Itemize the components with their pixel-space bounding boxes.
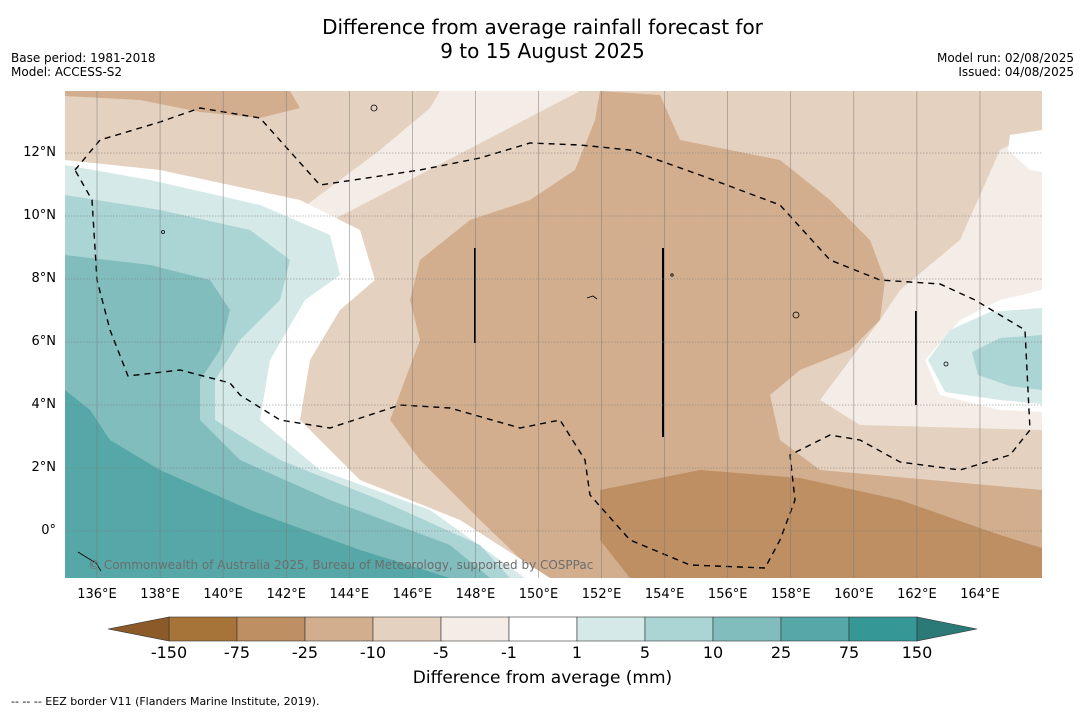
- x-tick-label: 162°E: [897, 587, 937, 602]
- colorbar-segment: [848, 616, 918, 642]
- y-tick-label: 12°N: [23, 145, 56, 160]
- map-fill: [65, 91, 1042, 578]
- footer-note: -- -- -- EEZ border V11 (Flanders Marine…: [11, 695, 320, 708]
- band-nw-minus-25: [65, 91, 300, 118]
- meta-left: Base period: 1981-2018 Model: ACCESS-S2: [11, 51, 156, 79]
- y-tick-label: 4°N: [31, 397, 57, 412]
- colorbar-tick-label: -10: [359, 643, 387, 662]
- model-name: Model: ACCESS-S2: [11, 65, 123, 79]
- colorbar-segment: [508, 616, 578, 642]
- base-period: Base period: 1981-2018: [11, 51, 156, 65]
- colorbar-tick-label: 10: [702, 643, 724, 662]
- x-tick-label: 138°E: [140, 587, 180, 602]
- copyright-notice: © Commonwealth of Australia 2025, Bureau…: [88, 558, 594, 572]
- x-tick-label: 160°E: [834, 587, 874, 602]
- colorbar-tick-label: -1: [501, 643, 517, 662]
- colorbar-segment: [372, 616, 442, 642]
- x-tick-label: 152°E: [581, 587, 622, 602]
- band-central-minus-25: [390, 91, 1042, 578]
- x-tick-label: 154°E: [644, 587, 685, 602]
- band-ne-neutral: [1008, 130, 1042, 172]
- colorbar-tick-label: 25: [770, 643, 792, 662]
- colorbar-tick-label: -25: [291, 643, 319, 662]
- colorbar-segment: [440, 616, 510, 642]
- y-tick-label: 6°N: [31, 334, 57, 349]
- islands: [77, 104, 949, 572]
- colorbar-segment: [780, 616, 850, 642]
- meta-right: Model run: 02/08/2025 Issued: 04/08/2025: [937, 51, 1074, 79]
- colorbar: [107, 616, 978, 642]
- map-title-line2: 9 to 15 August 2025: [440, 39, 645, 63]
- x-tick-label: 150°E: [518, 587, 559, 602]
- colorbar-segment: [236, 616, 306, 642]
- colorbar-segment: [576, 616, 646, 642]
- x-tick-label: 136°E: [77, 587, 117, 602]
- grid-lines: [65, 91, 1042, 578]
- colorbar-title: Difference from average (mm): [412, 668, 673, 688]
- x-tick-label: 164°E: [960, 587, 1000, 602]
- band-south-minus-75: [600, 470, 1042, 578]
- x-tick-label: 148°E: [455, 587, 496, 602]
- x-tick-label: 156°E: [707, 587, 748, 602]
- colorbar-over-arrow: [916, 616, 978, 642]
- x-tick-label: 158°E: [771, 587, 811, 602]
- colorbar-segment: [168, 616, 238, 642]
- colorbar-tick-label: -75: [223, 643, 251, 662]
- colorbar-segment: [304, 616, 374, 642]
- x-tick-label: 146°E: [392, 587, 433, 602]
- colorbar-under-arrow: [107, 616, 170, 642]
- band-east-plus-5: [972, 335, 1042, 390]
- x-tick-label: 142°E: [266, 587, 306, 602]
- model-run: Model run: 02/08/2025: [936, 51, 1074, 65]
- y-tick-label: 2°N: [31, 460, 57, 475]
- y-tick-label: 8°N: [31, 271, 57, 286]
- colorbar-tick-label: 1: [571, 643, 583, 662]
- y-tick-label: 10°N: [23, 208, 56, 223]
- map-title-line1: Difference from average rainfall forecas…: [322, 15, 763, 39]
- colorbar-tick-label: 75: [838, 643, 860, 662]
- x-tick-label: 140°E: [203, 587, 243, 602]
- colorbar-tick-label: -5: [433, 643, 449, 662]
- colorbar-tick-label: 5: [639, 643, 651, 662]
- colorbar-tick-label: 150: [901, 643, 933, 662]
- x-tick-label: 144°E: [329, 587, 370, 602]
- issued-date: Issued: 04/08/2025: [958, 65, 1074, 79]
- colorbar-segment: [712, 616, 782, 642]
- colorbar-segment: [644, 616, 714, 642]
- colorbar-tick-label: -150: [150, 643, 188, 662]
- y-tick-label: 0°: [41, 523, 56, 538]
- eez-border: [74, 107, 1031, 569]
